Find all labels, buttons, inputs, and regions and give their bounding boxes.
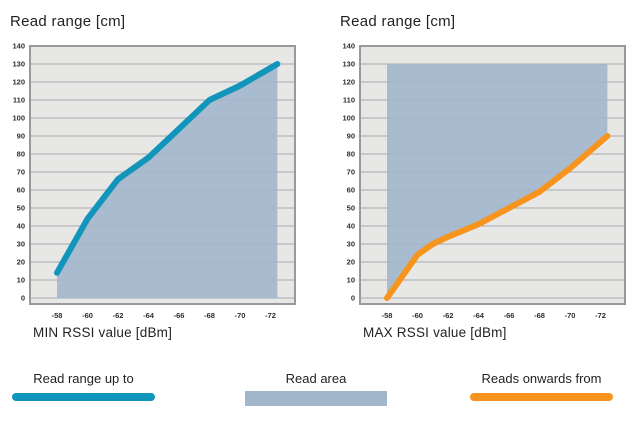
x-axis-label-max-rssi: MAX RSSI value [dBm] [363, 325, 507, 340]
x-axis-label-min-rssi: MIN RSSI value [dBm] [33, 325, 173, 340]
chart-max-rssi: Read range [cm] 0 10 20 30 40 50 60 70 80 90 100 11… [330, 0, 638, 352]
svg-text:110: 110 [343, 96, 355, 105]
legend-label: Read range up to [33, 371, 134, 386]
svg-text:-70: -70 [565, 311, 576, 320]
svg-text:110: 110 [13, 96, 25, 105]
legend-swatch-area-rect [245, 391, 387, 406]
svg-text:90: 90 [347, 132, 355, 141]
svg-text:50: 50 [347, 204, 355, 213]
svg-text:-72: -72 [595, 311, 606, 320]
svg-text:20: 20 [347, 258, 355, 267]
svg-text:0: 0 [21, 294, 25, 303]
chart-title: Read range [cm] [10, 13, 126, 30]
svg-text:80: 80 [347, 150, 355, 159]
chart-title: Read range [cm] [340, 13, 456, 30]
svg-text:130: 130 [342, 60, 355, 69]
svg-text:130: 130 [12, 60, 25, 69]
svg-text:10: 10 [347, 276, 355, 285]
svg-text:-62: -62 [113, 311, 124, 320]
svg-text:120: 120 [12, 78, 25, 87]
svg-text:-58: -58 [52, 311, 63, 320]
svg-text:0: 0 [351, 294, 355, 303]
svg-text:40: 40 [17, 222, 25, 231]
svg-text:70: 70 [347, 168, 355, 177]
svg-text:120: 120 [342, 78, 355, 87]
legend-label: Reads onwards from [481, 371, 602, 386]
svg-text:100: 100 [12, 114, 25, 123]
svg-text:-60: -60 [82, 311, 93, 320]
svg-text:30: 30 [347, 240, 355, 249]
svg-text:-58: -58 [382, 311, 393, 320]
legend-swatch-teal-line [12, 393, 155, 401]
chart-min-rssi: Read range [cm] 0 10 20 30 40 50 60 70 80 90 100 11… [0, 0, 308, 352]
svg-text:140: 140 [342, 42, 355, 51]
svg-text:-62: -62 [443, 311, 454, 320]
svg-text:-68: -68 [534, 311, 545, 320]
svg-text:-64: -64 [143, 311, 155, 320]
svg-text:-60: -60 [412, 311, 423, 320]
svg-text:30: 30 [17, 240, 25, 249]
svg-text:40: 40 [347, 222, 355, 231]
svg-text:-72: -72 [265, 311, 276, 320]
svg-text:-66: -66 [504, 311, 515, 320]
svg-text:10: 10 [17, 276, 25, 285]
svg-text:60: 60 [347, 186, 355, 195]
svg-text:-68: -68 [204, 311, 215, 320]
legend-item-read-area: Read area [245, 371, 387, 406]
svg-text:60: 60 [17, 186, 25, 195]
plot-min-rssi: 0 10 20 30 40 50 60 70 80 90 100 110 120 130 140 -58 -60… [12, 42, 296, 320]
svg-text:-70: -70 [235, 311, 246, 320]
plot-max-rssi: 0 10 20 30 40 50 60 70 80 90 100 110 120 130 140 -58 -60… [342, 42, 626, 320]
legend-item-reads-onwards-from: Reads onwards from [470, 371, 613, 401]
svg-text:140: 140 [12, 42, 25, 51]
legend-swatch-orange-line [470, 393, 613, 401]
svg-text:20: 20 [17, 258, 25, 267]
legend-label: Read area [285, 371, 347, 386]
svg-text:50: 50 [17, 204, 25, 213]
svg-text:100: 100 [342, 114, 355, 123]
svg-text:-64: -64 [473, 311, 485, 320]
legend-item-read-range-up-to: Read range up to [12, 371, 155, 401]
svg-text:90: 90 [17, 132, 25, 141]
svg-text:80: 80 [17, 150, 25, 159]
svg-text:70: 70 [17, 168, 25, 177]
svg-text:-66: -66 [174, 311, 185, 320]
